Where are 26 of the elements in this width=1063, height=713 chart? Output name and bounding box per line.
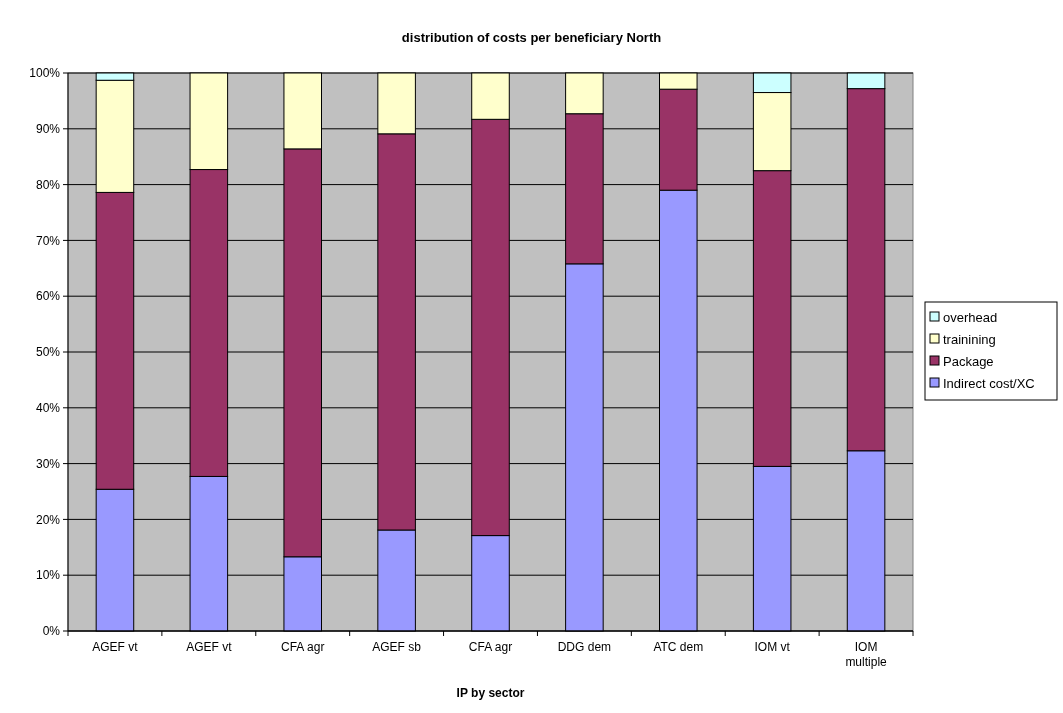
x-tick-label: AGEF sb bbox=[372, 640, 422, 654]
x-tick-label: DDG dem bbox=[557, 640, 612, 654]
y-tick-label: 50% bbox=[35, 345, 61, 360]
x-axis-title: IP by sector bbox=[456, 686, 525, 700]
x-tick-label: ATC dem bbox=[653, 640, 704, 654]
y-tick-label: 70% bbox=[35, 233, 61, 248]
legend-label: overhead bbox=[943, 309, 998, 325]
y-tick-label: 60% bbox=[35, 289, 61, 304]
x-tick-label: IOM vt bbox=[754, 640, 791, 654]
x-tick-label: AGEF vt bbox=[92, 640, 139, 654]
y-tick-label: 80% bbox=[35, 177, 61, 192]
y-tick-label: 30% bbox=[35, 456, 61, 471]
legend-label: Indirect cost/XC bbox=[943, 375, 1035, 391]
y-tick-label: 20% bbox=[35, 512, 61, 527]
y-tick-label: 0% bbox=[42, 624, 61, 639]
x-tick-label: CFA agr bbox=[468, 640, 513, 654]
legend-label: trainining bbox=[943, 331, 996, 347]
x-tick-label: CFA agr bbox=[281, 640, 325, 654]
y-tick-label: 10% bbox=[35, 568, 61, 583]
chart-title: distribution of costs per beneficiary North bbox=[401, 30, 662, 45]
y-tick-label: 100% bbox=[29, 66, 61, 81]
legend-label: Package bbox=[943, 353, 994, 369]
x-tick-label: IOM multiple bbox=[845, 640, 888, 669]
y-tick-label: 90% bbox=[35, 122, 61, 136]
y-tick-label: 40% bbox=[35, 401, 61, 415]
x-tick-label: AGEF vt bbox=[186, 640, 233, 654]
